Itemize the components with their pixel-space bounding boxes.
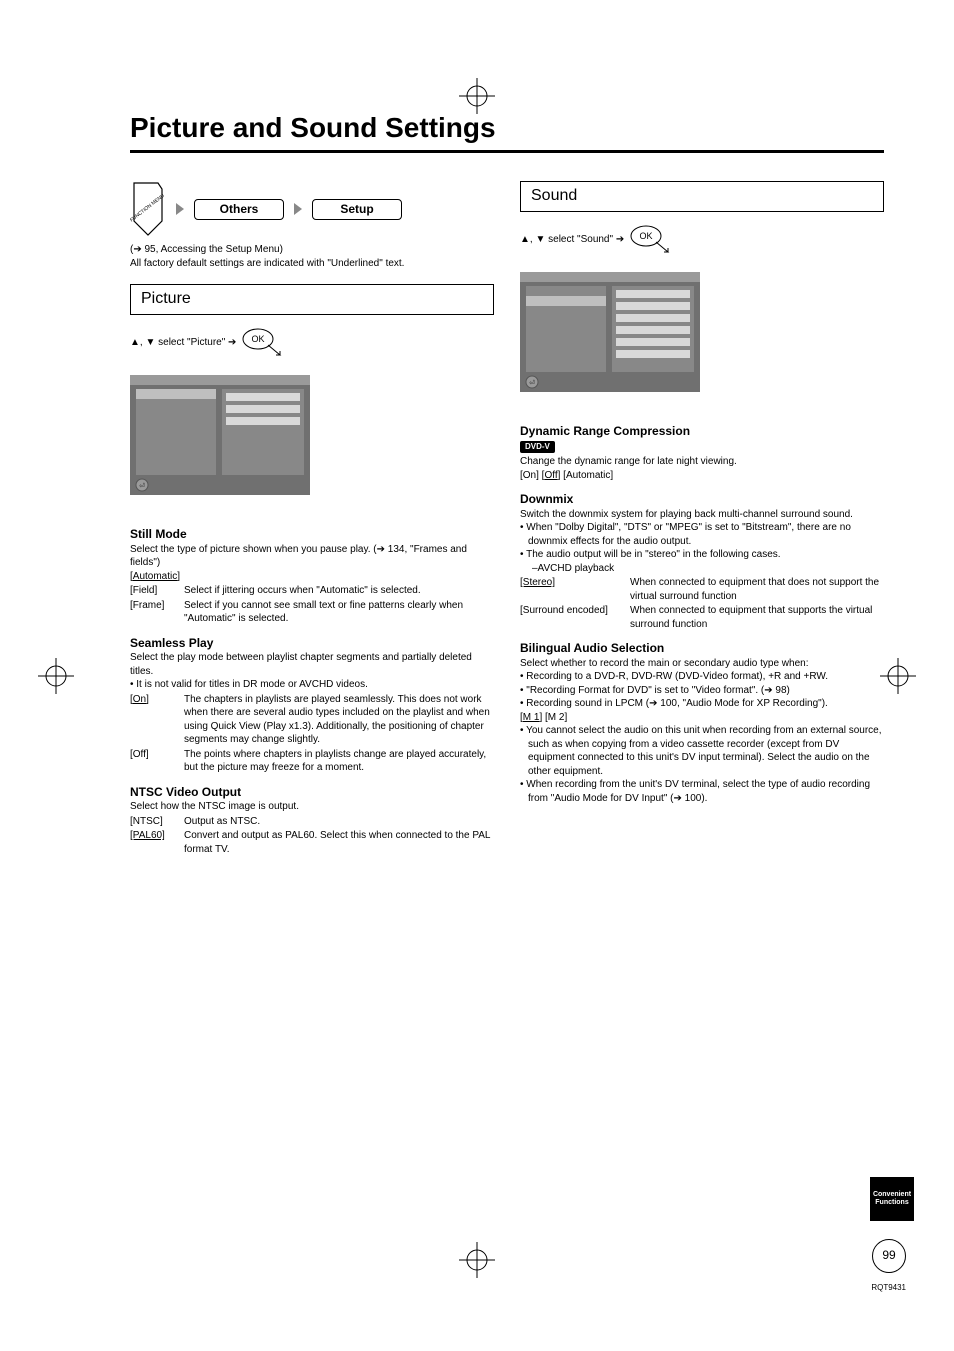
setup-note-line2: All factory default settings are indicat… — [130, 257, 494, 271]
drc-desc: Change the dynamic range for late night … — [520, 455, 884, 469]
svg-text:OK: OK — [640, 231, 653, 241]
chevron-right-icon — [294, 203, 302, 215]
still-mode-auto: [Automatic] — [130, 570, 494, 584]
picture-settings-preview: ⏎ — [130, 375, 310, 495]
svg-text:OK: OK — [252, 334, 265, 344]
downmix-b1: • When "Dolby Digital", "DTS" or "MPEG" … — [520, 521, 884, 548]
drc-off-underline: Off — [544, 470, 557, 481]
reg-mark-bottom — [459, 1242, 495, 1278]
seamless-title: Seamless Play — [130, 636, 494, 652]
side-tab: Convenient Functions — [870, 1177, 914, 1221]
still-mode-desc: Select the type of picture shown when yo… — [130, 543, 494, 570]
downmix-b2: • The audio output will be in "stereo" i… — [520, 548, 884, 562]
picture-select-text: ▲, ▼ select "Picture" ➔ — [130, 336, 236, 349]
ok-button-icon: OK — [240, 325, 290, 359]
reg-mark-left — [38, 658, 74, 694]
seamless-desc: Select the play mode between playlist ch… — [130, 651, 494, 678]
function-menu-tag-icon: FUNCTION MENU — [130, 181, 166, 237]
seamless-bullet1: • It is not valid for titles in DR mode … — [130, 678, 494, 692]
setup-note: (➔ 95, Accessing the Setup Menu) All fac… — [130, 243, 494, 270]
still-mode-frame-desc: Select if you cannot see small text or f… — [184, 599, 494, 626]
downmix-stereo-label: [Stereo] — [520, 576, 630, 603]
sound-header: Sound — [520, 181, 884, 212]
reg-mark-right — [880, 658, 916, 694]
bilingual-n1: • You cannot select the audio on this un… — [520, 724, 884, 778]
setup-note-line1: (➔ 95, Accessing the Setup Menu) — [130, 243, 494, 257]
doc-code: RQT9431 — [871, 1283, 906, 1293]
seamless-on-desc: The chapters in playlists are played sea… — [184, 693, 494, 747]
ntsc-title: NTSC Video Output — [130, 785, 494, 801]
left-column: FUNCTION MENU Others Setup (➔ 95, Access… — [130, 181, 494, 857]
ntsc-pal-desc: Convert and output as PAL60. Select this… — [184, 829, 494, 856]
seamless-off-desc: The points where chapters in playlists c… — [184, 748, 494, 775]
downmix-desc: Switch the downmix system for playing ba… — [520, 508, 884, 522]
bilingual-b2: • "Recording Format for DVD" is set to "… — [520, 684, 884, 698]
crumb-others: Others — [194, 199, 284, 221]
page-number: 99 — [872, 1239, 906, 1273]
svg-text:⏎: ⏎ — [139, 482, 145, 490]
bilingual-b3: • Recording sound in LPCM (➔ 100, "Audio… — [520, 697, 884, 711]
chevron-right-icon — [176, 203, 184, 215]
bilingual-opts: [M 1] [M 2] — [520, 711, 884, 725]
still-mode-field-desc: Select if jittering occurs when "Automat… — [184, 584, 494, 598]
sound-select-text: ▲, ▼ select "Sound" ➔ — [520, 233, 624, 246]
drc-title: Dynamic Range Compression — [520, 424, 884, 440]
bilingual-m1-underline: M 1 — [523, 712, 540, 723]
downmix-b2a: –AVCHD playback — [520, 562, 884, 576]
sound-settings-preview: ⏎ — [520, 272, 700, 392]
still-mode-field-label: [Field] — [130, 584, 184, 598]
drc-opts: [On] [Off] [Automatic] — [520, 469, 884, 483]
downmix-stereo-desc: When connected to equipment that does no… — [630, 576, 884, 603]
reg-mark-top — [459, 78, 495, 114]
ntsc-ntsc-label: [NTSC] — [130, 815, 184, 829]
bilingual-desc: Select whether to record the main or sec… — [520, 657, 884, 671]
page-title: Picture and Sound Settings — [130, 110, 884, 153]
sound-select-line: ▲, ▼ select "Sound" ➔ OK — [520, 222, 884, 256]
bilingual-n2: • When recording from the unit's DV term… — [520, 778, 884, 805]
ok-button-icon: OK — [628, 222, 678, 256]
downmix-surr-label: [Surround encoded] — [520, 604, 630, 631]
seamless-off-label: [Off] — [130, 748, 184, 775]
still-mode-title: Still Mode — [130, 527, 494, 543]
crumb-setup: Setup — [312, 199, 402, 221]
svg-text:FUNCTION MENU: FUNCTION MENU — [130, 193, 166, 224]
still-mode-frame-label: [Frame] — [130, 599, 184, 626]
picture-header: Picture — [130, 284, 494, 315]
breadcrumb: FUNCTION MENU Others Setup — [130, 181, 494, 237]
ntsc-pal-label: [PAL60] — [130, 829, 184, 856]
ntsc-desc: Select how the NTSC image is output. — [130, 800, 494, 814]
seamless-on-label: [On] — [130, 693, 184, 747]
svg-text:⏎: ⏎ — [529, 379, 535, 387]
picture-select-line: ▲, ▼ select "Picture" ➔ OK — [130, 325, 494, 359]
downmix-surr-desc: When connected to equipment that support… — [630, 604, 884, 631]
downmix-title: Downmix — [520, 492, 884, 508]
right-column: Sound ▲, ▼ select "Sound" ➔ OK — [520, 181, 884, 857]
bilingual-title: Bilingual Audio Selection — [520, 641, 884, 657]
ntsc-ntsc-desc: Output as NTSC. — [184, 815, 494, 829]
dvd-v-badge: DVD-V — [520, 441, 555, 453]
bilingual-b1: • Recording to a DVD-R, DVD-RW (DVD-Vide… — [520, 670, 884, 684]
